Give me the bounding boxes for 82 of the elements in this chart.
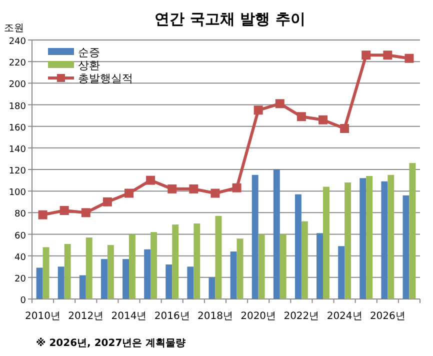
y-tick-label: 200: [8, 80, 26, 90]
y-tick-label: 80: [14, 210, 26, 220]
bar: [236, 238, 244, 299]
x-tick-label: 2012년: [68, 311, 104, 322]
y-tick-label: 0: [20, 296, 26, 306]
y-tick-label: 40: [14, 252, 26, 263]
bar: [187, 266, 194, 299]
bar: [36, 268, 43, 299]
legend-label: 순증: [78, 46, 100, 59]
point: [60, 206, 69, 216]
x-tick-label: 2014년: [111, 311, 147, 322]
bar: [323, 186, 330, 299]
bar: [388, 174, 394, 299]
point: [168, 184, 177, 194]
bar: [258, 234, 265, 299]
y-tick-label: 160: [8, 123, 26, 134]
bar: [208, 277, 216, 299]
bar: [402, 195, 410, 299]
bar: [172, 224, 179, 299]
point: [362, 50, 371, 60]
bar: [86, 237, 92, 299]
bar: [366, 176, 373, 299]
bar: [129, 234, 136, 299]
title: 연간 국고채 발행 추이: [154, 10, 306, 28]
y-tick-label: 120: [8, 166, 26, 176]
point: [146, 176, 156, 185]
bar: [194, 223, 200, 299]
point: [275, 99, 284, 108]
point: [124, 188, 134, 198]
y-tick-label: 60: [14, 231, 26, 242]
legend-label: 총발행실적: [78, 72, 133, 85]
bar: [150, 232, 158, 299]
bar: [294, 194, 302, 299]
x-tick-label: 2022년: [284, 311, 320, 322]
point: [383, 50, 392, 60]
bar: [381, 181, 388, 299]
bar: [273, 170, 280, 299]
bar: [64, 244, 71, 299]
bar: [316, 233, 323, 299]
bar: [122, 259, 129, 299]
y-tick-label: 180: [8, 102, 26, 112]
point: [102, 197, 112, 206]
bar: [301, 221, 308, 299]
y-tick-label: 100: [8, 188, 26, 198]
bar: [144, 249, 151, 299]
point: [189, 184, 198, 194]
bar: [215, 216, 222, 299]
point: [296, 112, 306, 122]
point: [38, 210, 48, 220]
point: [232, 183, 242, 192]
bar: [338, 246, 345, 299]
bar: [409, 163, 416, 299]
bar: [252, 174, 258, 299]
point: [254, 106, 263, 115]
bar: [79, 275, 86, 299]
point: [318, 115, 328, 124]
point: [210, 188, 220, 198]
ylabel: 조원: [4, 23, 24, 34]
bar: [100, 259, 108, 299]
bar: [166, 264, 172, 299]
bar: [230, 252, 237, 299]
bar: [344, 182, 352, 299]
y-tick-label: 20: [14, 274, 26, 284]
bar: [360, 178, 366, 299]
y-tick-label: 140: [8, 144, 26, 155]
x-tick-label: 2020년: [240, 311, 276, 322]
text: ※ 2026년, 2027년은 계획물량: [36, 337, 186, 349]
point: [404, 54, 414, 63]
point: [340, 124, 350, 133]
x-tick-label: 2018년: [197, 311, 233, 322]
x-tick-label: 2016년: [154, 311, 190, 322]
y-tick-label: 220: [8, 58, 26, 69]
x-tick-label: 2010년: [25, 311, 61, 322]
bar: [107, 245, 114, 299]
bar: [280, 234, 286, 299]
x-tick-label: 2026년: [370, 311, 406, 322]
bar: [58, 266, 64, 299]
legend-label: 상환: [78, 59, 100, 72]
x-tick-label: 2024년: [326, 311, 362, 322]
y-tick-label: 240: [8, 37, 26, 47]
point: [81, 208, 90, 218]
bar: [42, 247, 50, 299]
